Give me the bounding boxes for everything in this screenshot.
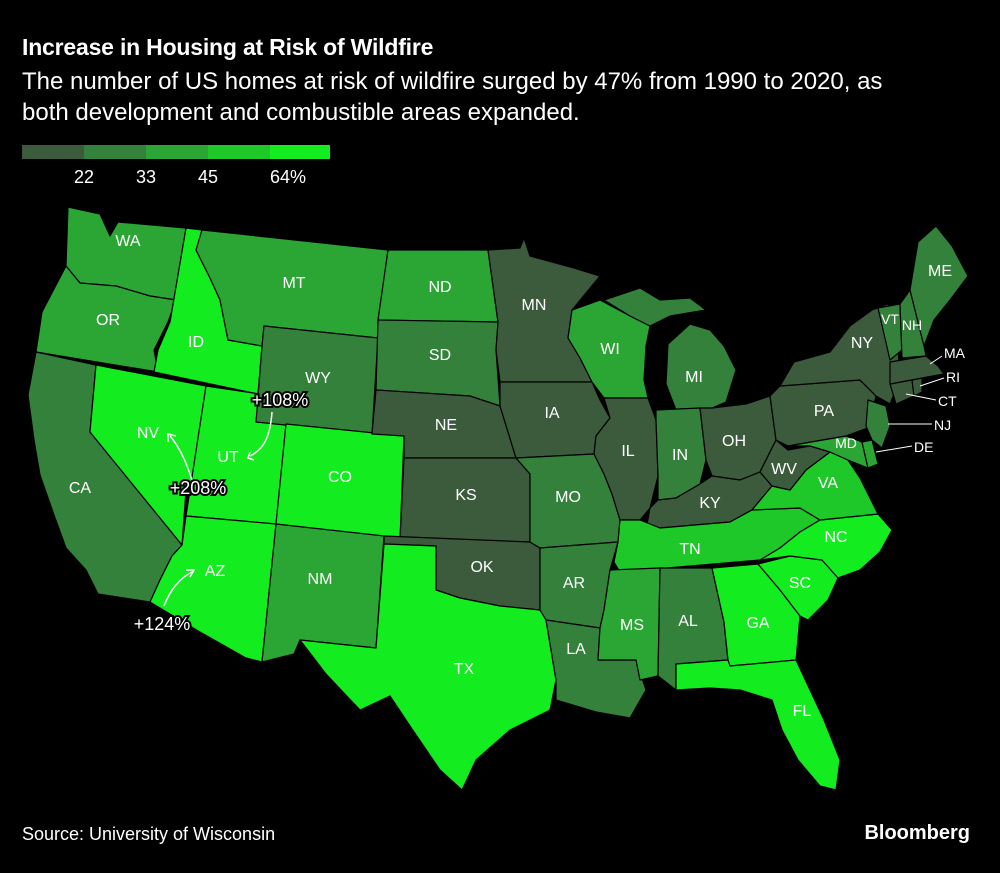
label-ma: MA <box>944 345 966 361</box>
color-legend: 22 33 45 64% <box>22 145 342 195</box>
label-id: ID <box>188 334 204 351</box>
annotation-wy: +108% <box>252 390 309 410</box>
annotation-az: +124% <box>134 614 191 634</box>
legend-tick-3: 45 <box>197 167 219 187</box>
label-nd: ND <box>428 279 451 296</box>
leader-ct <box>905 393 937 401</box>
label-nv: NV <box>137 425 160 442</box>
source-note: Source: University of Wisconsin <box>22 824 276 844</box>
state-me <box>909 225 969 347</box>
state-tx <box>299 543 557 791</box>
label-tn: TN <box>679 541 700 558</box>
leader-ma <box>929 355 943 365</box>
label-mo: MO <box>555 489 581 506</box>
chart-title: Increase in Housing at Risk of Wildfire <box>22 34 434 60</box>
label-il: IL <box>621 443 634 460</box>
label-de: DE <box>914 439 933 455</box>
arrow-wy <box>249 411 273 457</box>
label-az: AZ <box>205 563 226 580</box>
state-ri <box>911 377 923 397</box>
label-mt: MT <box>282 275 305 292</box>
state-nm <box>261 523 385 663</box>
label-ms: MS <box>620 617 644 634</box>
state-mi-upper <box>603 287 707 327</box>
legend-tick-4: 64% <box>269 167 307 187</box>
arrow-az <box>163 571 193 607</box>
label-nh: NH <box>902 317 922 333</box>
arrow-nv-head <box>167 433 177 442</box>
leader-ri <box>919 377 945 387</box>
legend-swatch-5 <box>270 145 330 159</box>
label-ia: IA <box>544 405 559 422</box>
label-mi: MI <box>685 369 703 386</box>
state-de <box>861 439 879 469</box>
label-nj: NJ <box>934 417 951 433</box>
label-wi: WI <box>600 341 620 358</box>
label-ga: GA <box>746 615 769 632</box>
label-ky: KY <box>699 495 721 512</box>
label-vt: VT <box>881 311 899 327</box>
label-tx: TX <box>454 661 475 678</box>
label-ny: NY <box>851 335 874 352</box>
state-mi <box>665 323 737 411</box>
arrow-wy-head <box>247 451 255 461</box>
label-me: ME <box>928 263 952 280</box>
label-nm: NM <box>308 571 333 588</box>
state-md <box>787 435 869 469</box>
legend-tick-2: 33 <box>135 167 157 187</box>
legend-swatch-4 <box>208 145 270 159</box>
label-ct: CT <box>938 393 957 409</box>
label-al: AL <box>678 613 698 630</box>
label-md: MD <box>835 435 857 451</box>
bloomberg-logo: Bloomberg <box>864 822 970 844</box>
label-pa: PA <box>814 403 834 420</box>
arrow-nv <box>169 435 193 481</box>
leader-de <box>875 445 913 453</box>
label-or: OR <box>96 312 120 329</box>
label-ks: KS <box>455 487 476 504</box>
label-nc: NC <box>824 529 847 546</box>
chart-subtitle: The number of US homes at risk of wildfi… <box>22 68 883 126</box>
legend-swatch-3 <box>146 145 208 159</box>
label-ut: UT <box>217 449 239 466</box>
label-wa: WA <box>115 233 141 250</box>
legend-swatch-1 <box>22 145 84 159</box>
label-wv: WV <box>771 461 797 478</box>
legend-tick-1: 22 <box>73 167 95 187</box>
label-sd: SD <box>429 347 451 364</box>
label-co: CO <box>328 469 352 486</box>
label-mn: MN <box>522 297 547 314</box>
state-nh <box>899 289 927 359</box>
state-fl <box>675 659 841 791</box>
label-va: VA <box>818 475 838 492</box>
label-fl: FL <box>793 703 812 720</box>
legend-swatch-2 <box>84 145 146 159</box>
state-or <box>35 265 177 373</box>
label-wy: WY <box>305 370 331 387</box>
arrow-az-head <box>186 569 196 578</box>
label-ca: CA <box>69 480 92 497</box>
state-nj <box>865 399 891 449</box>
label-sc: SC <box>789 575 811 592</box>
label-ri: RI <box>946 369 960 385</box>
label-ar: AR <box>563 575 585 592</box>
label-ok: OK <box>470 559 493 576</box>
label-oh: OH <box>722 433 746 450</box>
state-nc <box>759 513 893 579</box>
label-ne: NE <box>435 417 457 434</box>
label-la: LA <box>566 641 586 658</box>
annotation-ut: +208% <box>170 478 227 498</box>
label-in: IN <box>672 447 688 464</box>
